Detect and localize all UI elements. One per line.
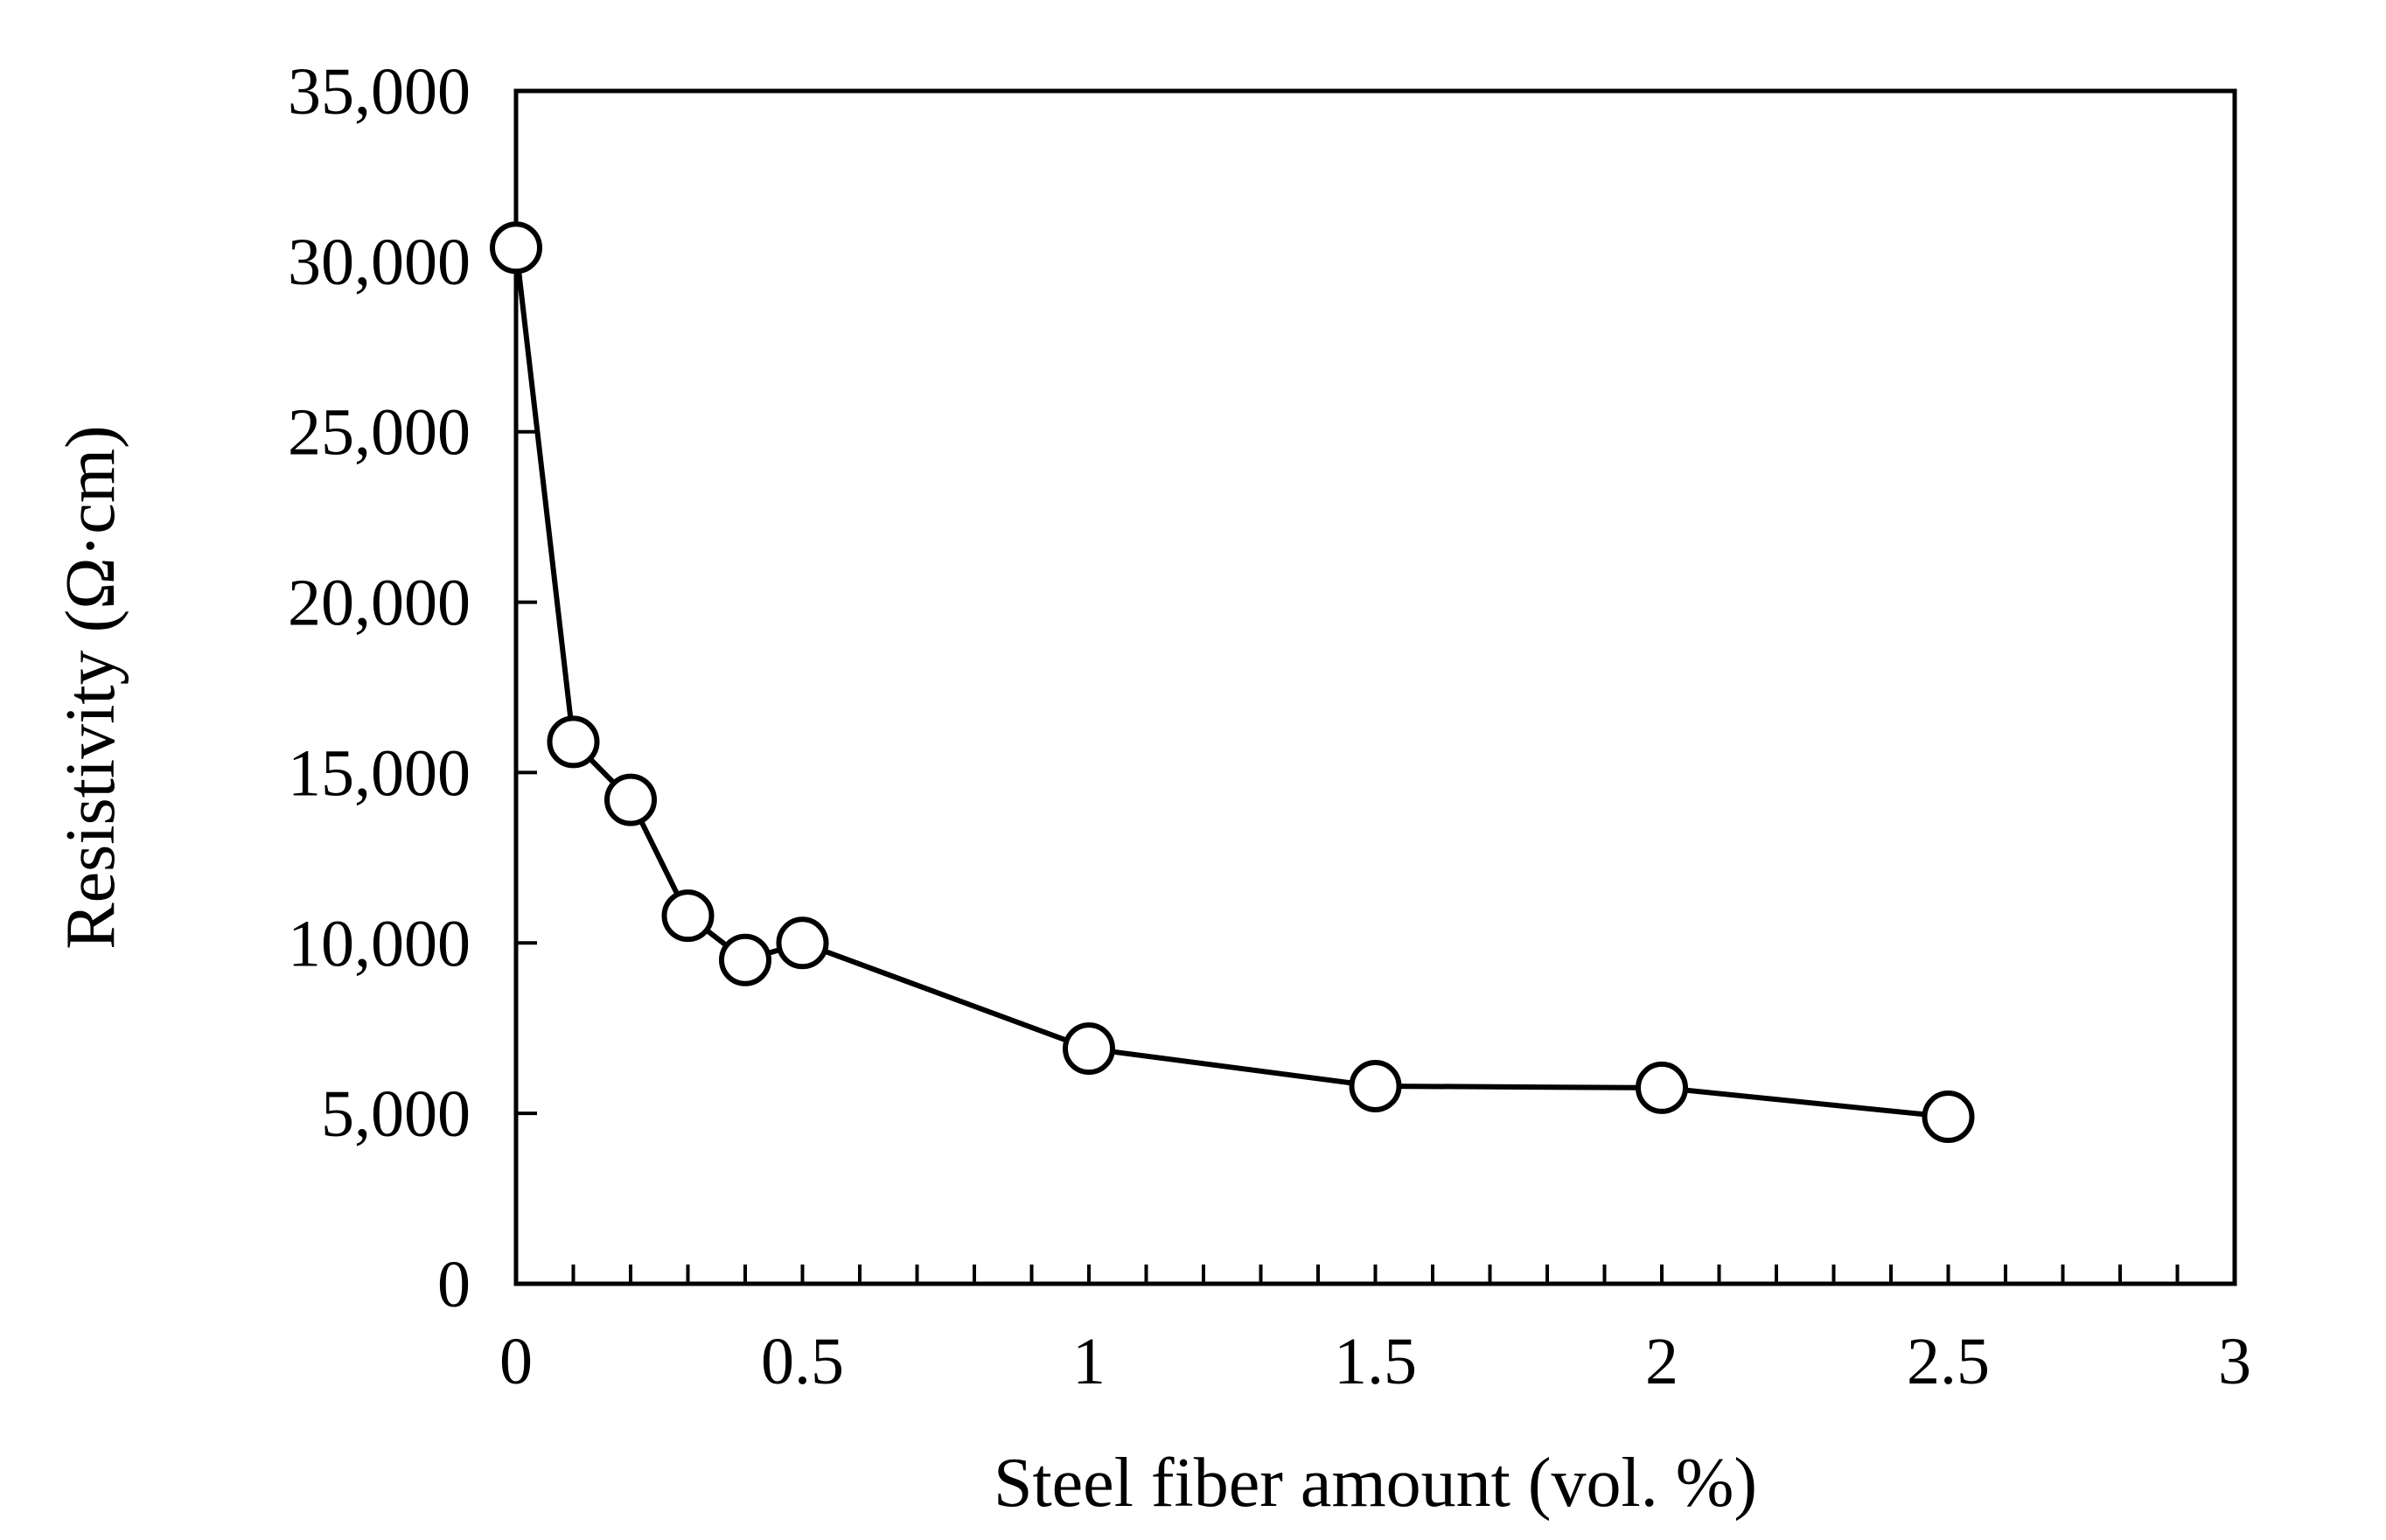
y-tick-label: 25,000 bbox=[288, 396, 471, 470]
x-tick-label: 0 bbox=[499, 1325, 533, 1398]
x-tick-label: 2 bbox=[1645, 1325, 1678, 1398]
x-tick-label: 0.5 bbox=[761, 1325, 844, 1398]
y-tick-label: 20,000 bbox=[288, 567, 471, 640]
y-tick-label: 0 bbox=[437, 1248, 471, 1321]
x-minor-ticks bbox=[571, 1265, 2180, 1284]
data-point bbox=[1349, 1059, 1402, 1112]
series-line bbox=[513, 247, 1949, 1120]
x-tick-label: 1.5 bbox=[1334, 1325, 1417, 1398]
data-point bbox=[604, 773, 657, 826]
data-point bbox=[1922, 1091, 1975, 1144]
data-point bbox=[1063, 1022, 1115, 1076]
data-point-markers bbox=[490, 221, 1975, 1144]
data-point bbox=[547, 715, 600, 769]
x-axis-title: Steel fiber amount (vol. %) bbox=[994, 1445, 1757, 1522]
data-point bbox=[776, 916, 829, 970]
data-point bbox=[490, 221, 542, 275]
x-tick-label: 3 bbox=[2218, 1325, 2251, 1398]
y-tick-label: 30,000 bbox=[288, 226, 471, 299]
data-point bbox=[661, 889, 715, 943]
x-axis-tick-labels: 0 0.5 1 1.5 2 2.5 3 bbox=[499, 1325, 2251, 1398]
y-tick-label: 15,000 bbox=[288, 736, 471, 810]
data-point bbox=[1636, 1061, 1688, 1114]
data-point bbox=[719, 933, 771, 986]
x-tick-label: 2.5 bbox=[1907, 1325, 1990, 1398]
x-tick-label: 1 bbox=[1072, 1325, 1106, 1398]
y-tick-label: 35,000 bbox=[288, 55, 471, 129]
y-axis-title: Resistivity (Ω·cm) bbox=[52, 425, 129, 949]
y-tick-label: 5,000 bbox=[321, 1077, 471, 1151]
y-axis-tick-labels: 0 5,000 10,000 15,000 20,000 25,000 30,000 35,0… bbox=[288, 55, 471, 1321]
y-tick-label: 10,000 bbox=[288, 907, 471, 980]
